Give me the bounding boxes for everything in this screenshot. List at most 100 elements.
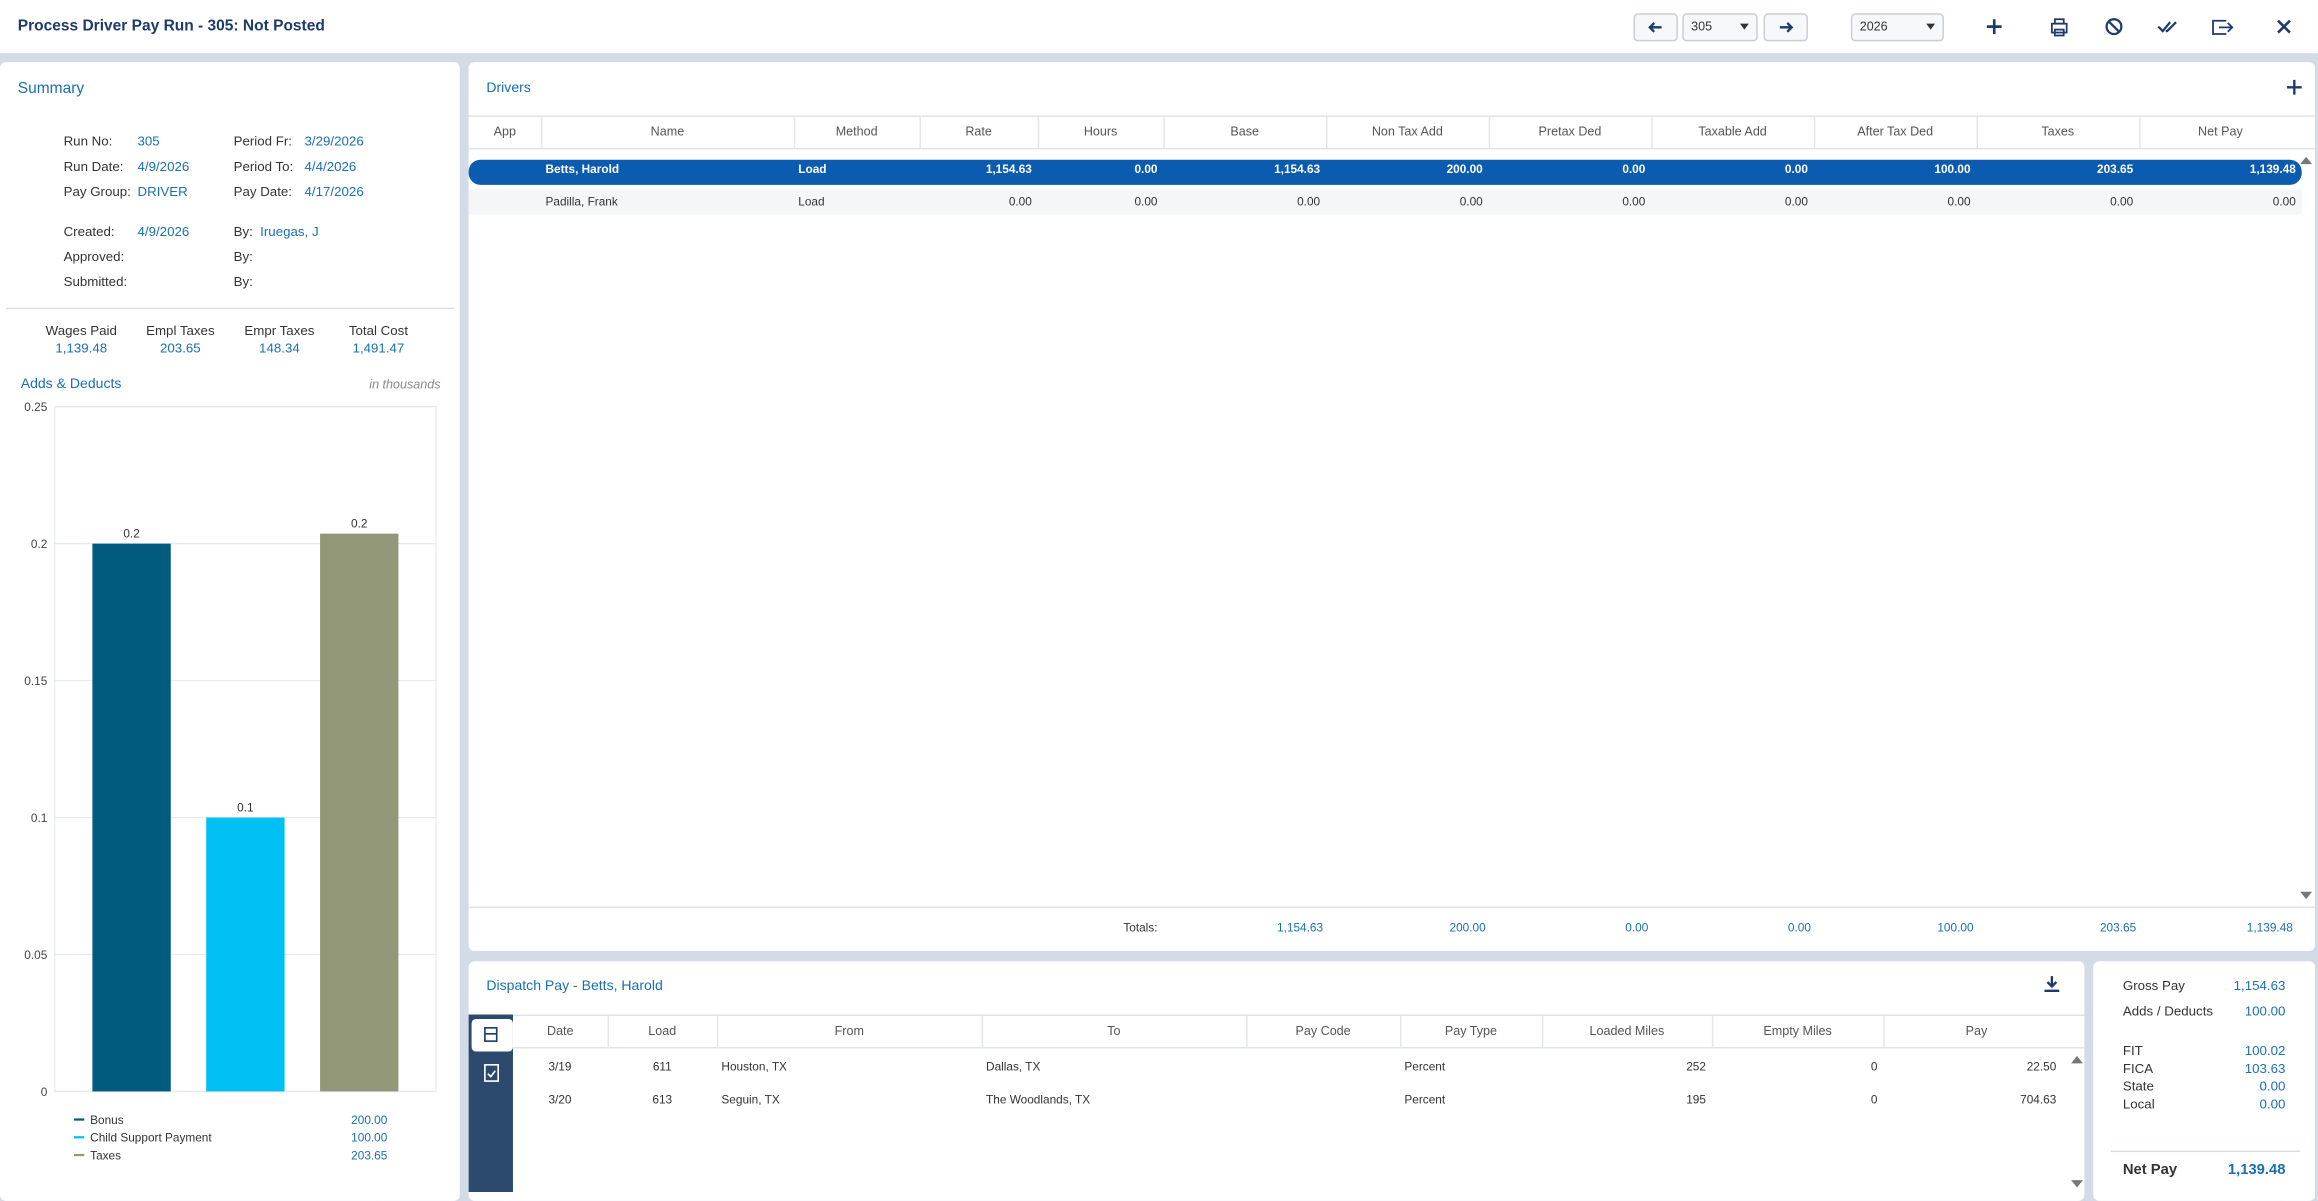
total-cell: 0.00 [1625, 921, 1649, 935]
column-separator [1813, 115, 1816, 148]
column-separator [607, 1014, 610, 1048]
run-select-value: 305 [1691, 18, 1713, 34]
column-separator [981, 1014, 984, 1048]
cell: 3/20 [548, 1092, 572, 1107]
row-background[interactable] [468, 189, 2302, 215]
legend-label: Taxes [90, 1148, 121, 1162]
print-icon[interactable] [2050, 18, 2068, 37]
divider [5, 307, 454, 310]
value-label: 0.2 [351, 517, 367, 531]
column-header: Pretax Ded [1538, 123, 1602, 139]
column-header: Taxable Add [1698, 123, 1767, 139]
column-header: Rate [965, 123, 992, 139]
download-icon[interactable] [2040, 973, 2064, 997]
column-header: Pay [1965, 1023, 1988, 1038]
pay-label: FIT [2122, 1043, 2143, 1059]
column-separator [1541, 1014, 1544, 1048]
legend-label: Bonus [90, 1113, 124, 1127]
panel-title: Summary [17, 79, 85, 98]
y-tick-label: 0.15 [24, 674, 47, 688]
sidebar-tab[interactable] [471, 1018, 513, 1052]
cell: 203.65 [2097, 162, 2134, 176]
cell: 0.00 [1008, 194, 1032, 208]
truck-icon[interactable] [484, 1027, 498, 1042]
prev-button[interactable] [1633, 13, 1678, 42]
field-value: 4/17/2026 [304, 184, 364, 199]
total-value: 203.65 [160, 340, 201, 356]
approve-icon[interactable] [2157, 21, 2177, 33]
column-separator [793, 115, 796, 148]
cell: 3/19 [548, 1060, 572, 1074]
scrollbar[interactable] [2070, 1053, 2085, 1192]
clipboard-icon[interactable] [484, 1063, 500, 1082]
selected-row[interactable] [468, 159, 2302, 185]
divider [2111, 1150, 2301, 1153]
y-tick-label: 0.2 [31, 537, 47, 551]
column-header: Pay Type [1444, 1023, 1497, 1038]
close-icon[interactable] [2277, 19, 2291, 34]
total-cell: 100.00 [1937, 921, 1974, 935]
field-label: Pay Date: [233, 184, 293, 199]
add-driver[interactable] [2284, 77, 2308, 101]
table-border [468, 147, 2316, 150]
cell: 100.00 [1934, 162, 1971, 176]
legend-amount: 200.00 [351, 1113, 388, 1127]
year-select[interactable] [1850, 13, 1944, 42]
cell: 0.00 [1784, 194, 1808, 208]
cancel-icon[interactable] [2105, 18, 2123, 36]
cell: 1,154.63 [1274, 162, 1321, 176]
cell: 1,139.48 [2249, 162, 2296, 176]
field-label: Run Date: [63, 158, 124, 174]
bar [206, 817, 285, 1092]
column-separator [1246, 1014, 1248, 1048]
chart-title: Adds & Deducts [20, 376, 122, 393]
add-icon[interactable] [1986, 19, 2002, 35]
cell: 704.63 [2020, 1092, 2057, 1107]
y-tick-label: 0.25 [24, 400, 47, 414]
column-header: Taxes [2041, 123, 2075, 139]
cell: Houston, TX [721, 1060, 787, 1074]
column-separator [716, 1014, 719, 1048]
pay-label: Gross Pay [2122, 978, 2185, 994]
cell: 22.50 [2026, 1060, 2057, 1074]
cell: 0.00 [1622, 162, 1646, 176]
run-select[interactable] [1682, 13, 1758, 42]
field-value: 3/29/2026 [304, 133, 364, 149]
field-label: Pay Group: [63, 184, 131, 199]
field-value: 4/9/2026 [137, 224, 190, 239]
exit-icon[interactable] [2212, 19, 2234, 35]
field-label: Run No: [63, 133, 113, 149]
cell: 200.00 [1446, 162, 1483, 176]
next-button[interactable] [1763, 13, 1808, 42]
cell: 0.00 [1622, 194, 1646, 208]
bar [92, 543, 171, 1092]
total-cell: 200.00 [1449, 921, 1486, 935]
pay-value: 103.63 [2244, 1061, 2286, 1076]
total-cell: 1,154.63 [1277, 921, 1324, 935]
y-tick-label: 0 [41, 1085, 48, 1099]
table-border [468, 1014, 2085, 1017]
table-border [468, 115, 2316, 117]
column-header: Load [648, 1023, 677, 1038]
column-header: To [1107, 1023, 1121, 1038]
scrollbar[interactable] [2299, 154, 2314, 905]
column-header: After Tax Ded [1857, 123, 1934, 139]
total-value: 148.34 [259, 340, 300, 356]
column-header: From [834, 1023, 864, 1038]
cell: Load [798, 194, 825, 208]
field-label: Created: [63, 224, 115, 239]
dispatch-panel [468, 961, 2085, 1201]
column-separator [1651, 115, 1653, 148]
legend-amount: 100.00 [351, 1131, 388, 1145]
column-header: Method [835, 123, 878, 139]
cell: 613 [652, 1092, 673, 1107]
column-separator [1976, 115, 1978, 148]
column-separator [1326, 115, 1328, 148]
cell: Betts, Harold [545, 162, 620, 176]
table-border [468, 1047, 2085, 1049]
cell: 0.00 [1297, 194, 1321, 208]
cell: 0 [1870, 1092, 1878, 1107]
cell: 252 [1686, 1060, 1706, 1074]
